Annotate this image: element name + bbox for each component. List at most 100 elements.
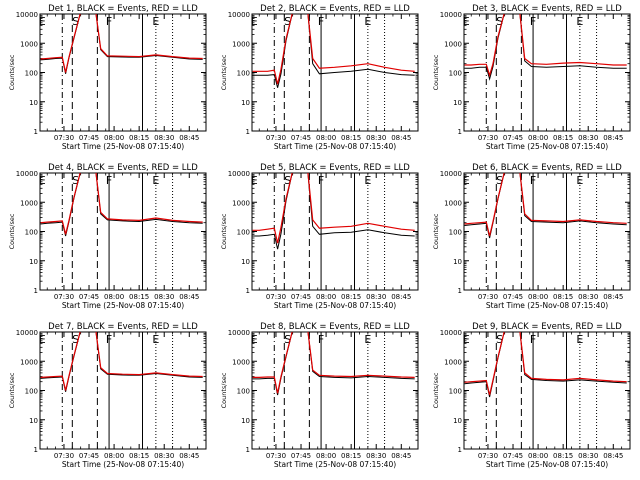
x-tick-label: 08:30 [154, 134, 174, 142]
x-tick-label: 08:00 [104, 452, 124, 460]
series-group [252, 332, 415, 396]
x-tick-label: 08:45 [179, 134, 199, 142]
x-tick-label: 08:15 [129, 134, 149, 142]
y-tick-label: 1000 [232, 40, 250, 48]
x-tick-label: 08:00 [528, 293, 548, 301]
x-tick-label: 08:45 [179, 452, 199, 460]
y-tick-label: 1000 [444, 358, 462, 366]
region-label: E [463, 15, 470, 28]
y-tick-label: 100 [237, 229, 250, 237]
x-tick-label: 08:00 [316, 134, 336, 142]
x-tick-label: 08:15 [129, 293, 149, 301]
x-tick-label: 08:00 [316, 293, 336, 301]
region-label: E [463, 174, 470, 187]
y-axis-label: Counts/sec [432, 54, 440, 90]
x-tick-label: 07:30 [266, 452, 286, 460]
x-axis-label: Start Time (25-Nov-08 07:15:40) [62, 460, 184, 469]
region-label: F [530, 174, 536, 187]
y-tick-label: 1000 [444, 40, 462, 48]
y-tick-label: 10 [453, 258, 462, 266]
series-line-lld [252, 14, 415, 85]
y-tick-label: 1 [458, 128, 462, 136]
series-line-lld [40, 173, 203, 235]
y-axis-label: Counts/sec [220, 54, 228, 90]
y-tick-label: 100 [25, 388, 38, 396]
y-axis-label: Counts/sec [8, 213, 16, 249]
x-axis-label: Start Time (25-Nov-08 07:15:40) [62, 142, 184, 151]
x-tick-label: 07:45 [291, 452, 311, 460]
region-label: E [251, 174, 258, 187]
series-line-events [40, 173, 203, 237]
y-tick-label: 1000 [20, 358, 38, 366]
series-line-lld [464, 332, 627, 396]
panel-title: Det 7, BLACK = Events, RED = LLD [48, 322, 198, 332]
series-group [252, 14, 415, 88]
y-tick-label: 10 [29, 417, 38, 425]
y-axis-label: Counts/sec [220, 372, 228, 408]
x-tick-label: 07:30 [54, 134, 74, 142]
region-label: E [251, 333, 258, 346]
y-tick-label: 100 [449, 70, 462, 78]
y-tick-label: 1 [458, 287, 462, 295]
y-tick-label: 1 [34, 446, 38, 454]
y-tick-label: 1 [34, 128, 38, 136]
x-axis-label: Start Time (25-Nov-08 07:15:40) [274, 142, 396, 151]
x-tick-label: 07:30 [478, 452, 498, 460]
region-label: S [72, 174, 79, 187]
y-tick-label: 10000 [440, 329, 462, 337]
region-label: S [496, 333, 503, 346]
x-tick-label: 07:45 [503, 452, 523, 460]
region-label: S [72, 15, 79, 28]
region-label: E [152, 15, 159, 28]
x-tick-label: 07:30 [54, 293, 74, 301]
x-tick-label: 07:45 [79, 134, 99, 142]
series-line-events [464, 14, 627, 81]
y-tick-label: 10 [29, 258, 38, 266]
region-label: E [576, 333, 583, 346]
x-tick-label: 07:45 [503, 134, 523, 142]
series-line-events [40, 14, 203, 74]
panel-title: Det 9, BLACK = Events, RED = LLD [472, 322, 622, 332]
x-tick-label: 07:45 [503, 293, 523, 301]
y-tick-label: 10 [241, 258, 250, 266]
x-tick-label: 08:30 [578, 452, 598, 460]
y-tick-label: 10 [241, 417, 250, 425]
y-tick-label: 100 [449, 229, 462, 237]
y-tick-label: 10 [241, 99, 250, 107]
series-group [40, 173, 203, 237]
y-tick-label: 10000 [16, 11, 38, 19]
region-label: E [463, 333, 470, 346]
series-line-events [464, 332, 627, 398]
x-axis-label: Start Time (25-Nov-08 07:15:40) [274, 301, 396, 310]
panel-title: Det 4, BLACK = Events, RED = LLD [48, 163, 198, 173]
region-label: F [106, 15, 112, 28]
detector-panel-8: Det 8, BLACK = Events, RED = LLD 1 10 100 10… [220, 322, 419, 469]
region-label: S [72, 333, 79, 346]
x-tick-label: 08:45 [179, 293, 199, 301]
y-tick-label: 1000 [20, 40, 38, 48]
y-axis-label: Counts/sec [432, 213, 440, 249]
region-label: F [318, 333, 324, 346]
region-label: E [39, 15, 46, 28]
y-tick-label: 10000 [440, 11, 462, 19]
y-tick-label: 10 [453, 417, 462, 425]
series-line-lld [252, 332, 415, 394]
detector-panel-7: Det 7, BLACK = Events, RED = LLD 1 10 100 10… [8, 322, 207, 469]
region-label: E [152, 174, 159, 187]
detector-panel-2: Det 2, BLACK = Events, RED = LLD 1 10 100 10… [220, 4, 419, 151]
y-tick-label: 1 [246, 446, 250, 454]
y-tick-label: 10000 [16, 170, 38, 178]
y-tick-label: 100 [237, 70, 250, 78]
x-tick-label: 08:30 [154, 293, 174, 301]
region-label: F [530, 15, 536, 28]
y-tick-label: 100 [25, 70, 38, 78]
y-axis-label: Counts/sec [8, 54, 16, 90]
x-tick-label: 08:00 [528, 134, 548, 142]
y-tick-label: 1 [246, 128, 250, 136]
x-tick-label: 07:30 [266, 293, 286, 301]
x-tick-label: 08:15 [341, 293, 361, 301]
plot-frame [251, 172, 419, 291]
detector-panel-1: Det 1, BLACK = Events, RED = LLD 1 10 100 10… [8, 4, 207, 151]
panel-title: Det 6, BLACK = Events, RED = LLD [472, 163, 622, 173]
